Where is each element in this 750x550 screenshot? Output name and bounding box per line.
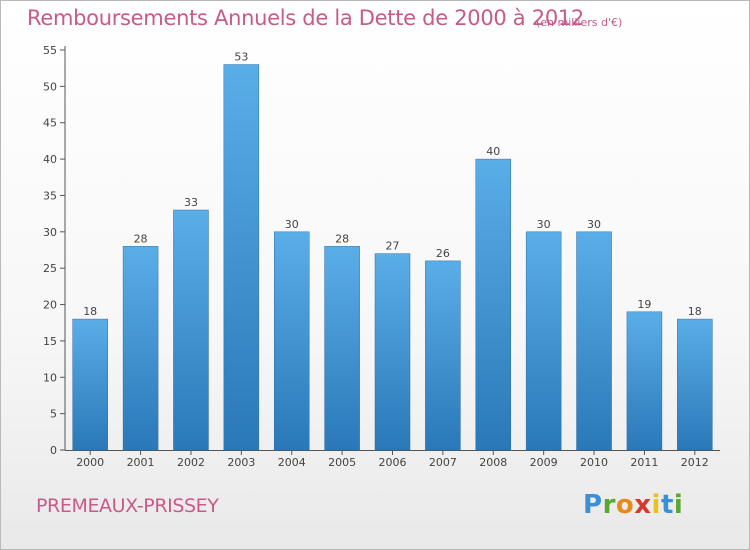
x-tick-label: 2001 xyxy=(127,456,155,469)
y-tick-label: 20 xyxy=(43,299,57,312)
bar-2007 xyxy=(425,260,461,451)
chart-title: Remboursements Annuels de la Dette de 20… xyxy=(27,6,584,30)
value-label: 30 xyxy=(285,218,299,231)
bar-2004 xyxy=(273,231,310,451)
value-label: 53 xyxy=(234,51,248,64)
commune-name: PREMEAUX-PRISSEY xyxy=(36,495,219,517)
y-tick-label: 0 xyxy=(50,444,57,457)
logo-letter: P xyxy=(583,490,603,520)
logo-letter: i xyxy=(673,490,684,520)
bar-2012 xyxy=(677,318,713,451)
x-tick-label: 2003 xyxy=(227,456,255,469)
y-tick-label: 30 xyxy=(43,226,57,239)
x-tick-label: 2011 xyxy=(630,456,658,469)
y-tick-label: 50 xyxy=(43,80,57,93)
logo-letter: o xyxy=(615,490,635,520)
logo-letter: t xyxy=(660,490,674,520)
x-tick-label: 2010 xyxy=(580,456,608,469)
x-tick-label: 2006 xyxy=(379,456,407,469)
bar-2005 xyxy=(324,246,360,451)
y-tick-label: 40 xyxy=(43,153,57,166)
bar-2000 xyxy=(72,318,108,451)
proxiti-logo: Proxiti xyxy=(583,490,683,520)
x-tick-label: 2000 xyxy=(76,456,104,469)
logo-letter: x xyxy=(634,490,652,520)
bar-2008 xyxy=(475,158,512,451)
y-tick-label: 35 xyxy=(43,189,57,202)
bar-2010 xyxy=(576,231,612,451)
x-tick-label: 2005 xyxy=(328,456,356,469)
value-label: 40 xyxy=(486,145,500,158)
x-tick-label: 2012 xyxy=(681,456,709,469)
y-tick-label: 55 xyxy=(43,44,57,57)
chart-unit: (en milliers d'€) xyxy=(536,16,623,29)
value-label: 33 xyxy=(184,196,198,209)
value-label: 26 xyxy=(436,247,450,260)
y-tick-label: 15 xyxy=(43,335,57,348)
y-tick-label: 5 xyxy=(50,408,57,421)
logo-letter: r xyxy=(602,490,616,520)
x-tick-label: 2009 xyxy=(530,456,558,469)
logo-letter: i xyxy=(651,490,661,520)
x-tick-label: 2007 xyxy=(429,456,457,469)
bar-2006 xyxy=(374,253,411,451)
value-label: 28 xyxy=(134,232,148,245)
bar-2002 xyxy=(173,209,209,451)
x-tick-label: 2002 xyxy=(177,456,205,469)
y-tick-label: 45 xyxy=(43,117,57,130)
bar-2001 xyxy=(122,246,159,451)
value-label: 28 xyxy=(335,232,349,245)
bar-2003 xyxy=(223,64,260,451)
bar-2011 xyxy=(626,311,663,451)
value-label: 30 xyxy=(537,218,551,231)
x-tick-label: 2008 xyxy=(479,456,507,469)
value-label: 18 xyxy=(688,305,702,318)
value-label: 18 xyxy=(83,305,97,318)
value-label: 19 xyxy=(637,298,651,311)
bar-2009 xyxy=(525,231,562,451)
x-tick-label: 2004 xyxy=(278,456,306,469)
y-tick-label: 10 xyxy=(43,371,57,384)
value-label: 30 xyxy=(587,218,601,231)
y-tick-label: 25 xyxy=(43,262,57,275)
value-label: 27 xyxy=(386,240,400,253)
